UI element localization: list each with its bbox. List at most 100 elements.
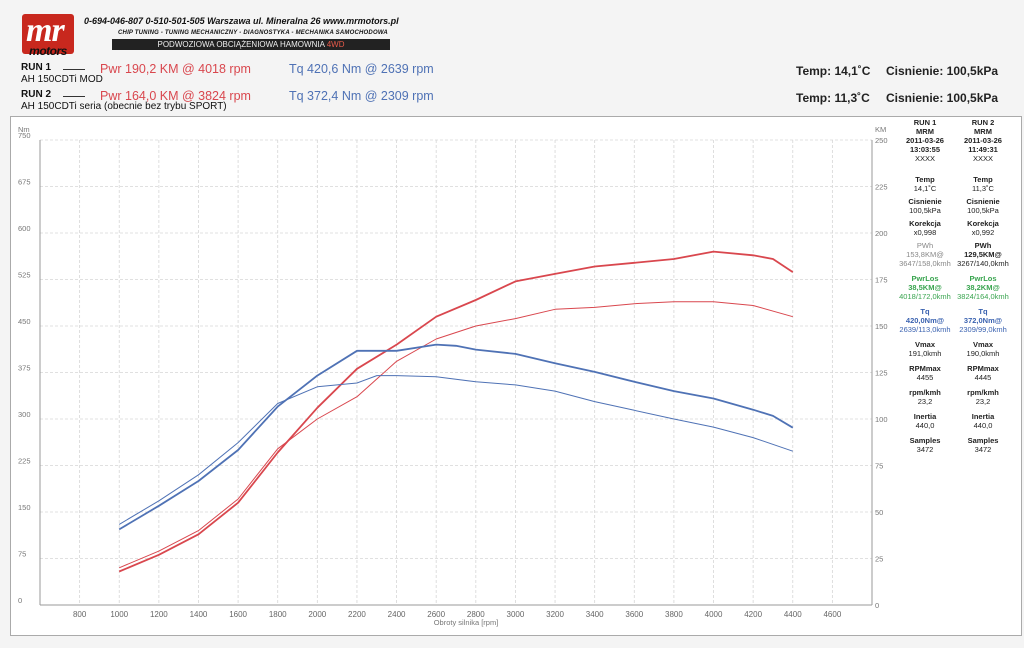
side2-rpmmax-label: RPMmax [967,364,999,373]
side2-rpmkmh-label: rpm/kmh [967,388,999,397]
side1-samples-label: Samples [909,436,941,445]
x-tick-label: 4000 [705,610,723,619]
y-right-tick-label: 250 [875,136,888,145]
x-axis-label: Obroty silnika [rpm] [434,618,499,627]
run2-desc: AH 150CDTi seria (obecnie bez trybu SPOR… [21,101,227,112]
side2-samples: 3472 [974,445,992,454]
side2-tq-label: Tq [978,307,988,316]
y-left-tick-label: 375 [18,364,31,373]
y-left-tick-label: 600 [18,224,31,233]
side1-corr: x0,998 [913,228,937,237]
run2-power: Pwr 164,0 KM @ 3824 rpm [100,89,251,103]
y-right-tick-label: 125 [875,369,888,378]
side2-temp: 11,3˚C [972,184,994,193]
side2-tq: 372,0Nm@ [963,316,1003,325]
side2-pwh: 129,5KM@ [964,250,1002,259]
x-tick-label: 4200 [744,610,762,619]
run1-temp: Temp: 14,1˚C [796,64,871,78]
side2-pwh-label: PWh [974,241,992,250]
dyno-banner: PODWOZIOWA OBCIĄŻENIOWA HAMOWNIA 4WD [112,39,390,50]
y-right-axis-label: KM [875,125,886,134]
y-left-tick-label: 75 [18,550,26,559]
y-left-tick-label: 225 [18,457,31,466]
side2-inertia: 440,0 [973,421,993,430]
x-tick-label: 2800 [467,610,485,619]
side1-samples: 3472 [916,445,934,454]
y-left-tick-label: 675 [18,178,31,187]
y-left-tick-label: 450 [18,317,31,326]
side1-corr-label: Korekcja [909,219,941,228]
x-tick-label: 4400 [784,610,802,619]
y-right-tick-label: 25 [875,555,883,564]
x-tick-label: 2200 [348,610,366,619]
logo-subtitle: motors [29,44,67,58]
y-right-tick-label: 100 [875,415,888,424]
side-panel-run1: RUN 1 MRM 2011-03-26 13:03:55 XXXX Temp … [897,116,953,454]
x-tick-label: 1000 [110,610,128,619]
dyno-chart: 800 1000 1200 1400 1600 1800 2000 2200 2400 2600 2… [18,125,888,627]
y-left-tick-label: 0 [18,596,22,605]
y-right-tick-label: 50 [875,508,883,517]
side2-temp-label: Temp [973,175,993,184]
chart-frame [10,116,1022,636]
side1-press: 100,5kPa [909,206,941,215]
services-line: CHIP TUNING - TUNING MECHANICZNY - DIAGN… [118,30,388,36]
run2-torque: Tq 372,4 Nm @ 2309 rpm [289,89,434,103]
run2-temp: Temp: 11,3˚C [796,91,870,105]
side1-rpmkmh: 23,2 [917,397,933,406]
side2-press: 100,5kPa [967,206,999,215]
side2-vmax-label: Vmax [972,340,993,349]
side1-press-label: Cisnienie [908,197,942,206]
y-right-tick-label: 175 [875,276,888,285]
side1-pwh: 153,8KM@ [906,250,944,259]
side1-name: MRM [916,127,934,136]
x-tick-label: 4600 [823,610,841,619]
side1-code: XXXX [914,154,935,163]
x-tick-label: 1800 [269,610,287,619]
y-right-tick-label: 225 [875,183,888,192]
banner-text: PODWOZIOWA OBCIĄŻENIOWA HAMOWNIA [157,40,327,49]
side1-vmax-label: Vmax [914,340,935,349]
side2-rpmmax: 4445 [974,373,992,382]
x-tick-label: 1200 [150,610,168,619]
side2-inertia-label: Inertia [971,412,995,421]
side-panel-run2: RUN 2 MRM 2011-03-26 11:49:31 XXXX Temp … [955,116,1011,454]
side1-tq-at: 2639/113,0kmh [899,325,951,334]
side2-rpmkmh: 23,2 [975,397,991,406]
run1-power: Pwr 190,2 KM @ 4018 rpm [100,62,251,76]
side1-time: 13:03:55 [909,145,941,154]
side2-date: 2011-03-26 [964,136,1002,145]
side1-inertia-label: Inertia [913,412,937,421]
side1-temp: 14,1˚C [913,184,937,193]
y-right-tick-label: 150 [875,322,888,331]
side1-tq-label: Tq [920,307,930,316]
run1-line-sample [63,69,85,70]
side1-pwh-at: 3647/158,0kmh [899,259,951,268]
x-tick-label: 3400 [586,610,604,619]
side1-pwrlos-at: 4018/172,0kmh [899,292,951,301]
side2-corr-label: Korekcja [967,219,999,228]
series-line-3 [118,343,794,531]
side2-code: XXXX [972,154,993,163]
side2-name: MRM [974,127,992,136]
x-tick-label: 800 [73,610,87,619]
x-tick-label: 2000 [308,610,326,619]
series-line-4 [118,375,793,525]
side1-rpmkmh-label: rpm/kmh [909,388,941,397]
x-tick-label: 3200 [546,610,564,619]
side2-pwrlos-label: PwrLos [969,274,997,283]
side2-tq-at: 2309/99,0kmh [959,325,1007,334]
run1-desc: AH 150CDTi MOD [21,74,103,85]
run2-pressure: Cisnienie: 100,5kPa [886,91,999,105]
y-right-tick-label: 200 [875,229,888,238]
side2-run: RUN 2 [971,118,995,127]
x-tick-label: 1600 [229,610,247,619]
run2-label: RUN 2 [21,89,52,100]
side1-pwh-label: PWh [916,241,934,250]
side1-rpmmax: 4455 [916,373,934,382]
y-left-tick-label: 150 [18,503,31,512]
side2-pwrlos-at: 3824/164,0kmh [957,292,1009,301]
side1-vmax: 191,0kmh [908,349,942,358]
side1-rpmmax-label: RPMmax [909,364,941,373]
banner-4wd: 4WD [326,40,345,49]
